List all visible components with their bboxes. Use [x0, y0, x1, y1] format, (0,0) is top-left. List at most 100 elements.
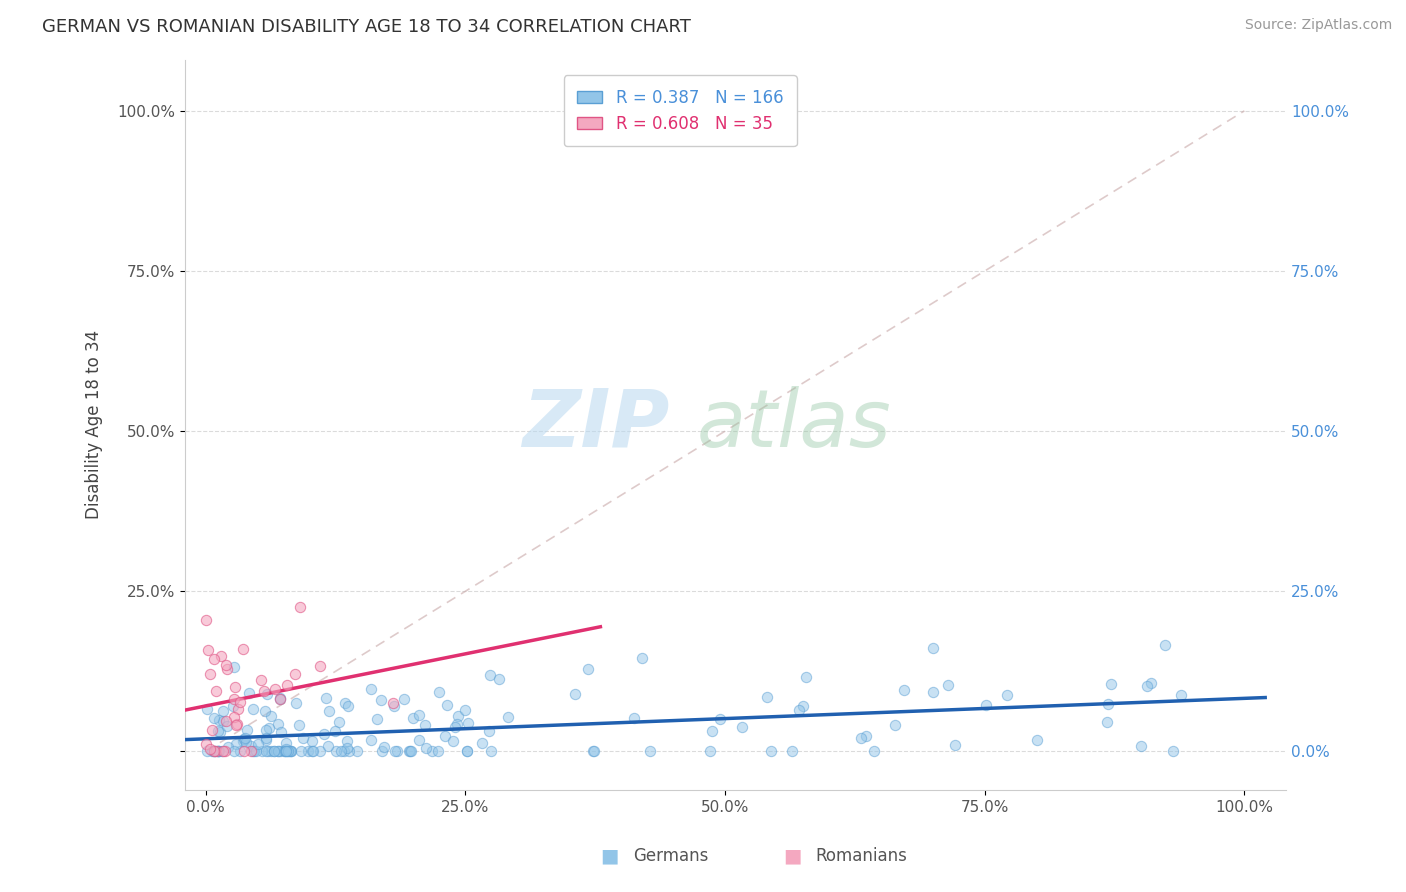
Point	[243, 744, 266, 758]
Point	[222, 659, 245, 673]
Point	[276, 736, 298, 750]
Point	[308, 659, 330, 673]
Text: Germans: Germans	[633, 847, 709, 865]
Point	[267, 744, 290, 758]
Point	[232, 734, 254, 748]
Point	[240, 739, 263, 753]
Point	[228, 701, 250, 715]
Point	[274, 744, 297, 758]
Point	[215, 718, 238, 732]
Point	[224, 710, 246, 724]
Point	[456, 744, 478, 758]
Point	[269, 691, 291, 706]
Point	[638, 744, 661, 758]
Point	[207, 724, 229, 739]
Point	[260, 709, 283, 723]
Point	[337, 698, 360, 713]
Point	[225, 717, 247, 731]
Point	[1025, 733, 1047, 747]
Point	[360, 733, 382, 747]
Point	[309, 744, 332, 758]
Point	[232, 641, 254, 656]
Point	[471, 736, 494, 750]
Point	[217, 739, 239, 754]
Point	[337, 744, 360, 758]
Point	[254, 733, 277, 747]
Point	[330, 744, 353, 758]
Point	[623, 711, 645, 725]
Point	[208, 725, 231, 739]
Point	[284, 667, 307, 681]
Point	[333, 696, 356, 710]
Point	[794, 670, 817, 684]
Point	[224, 680, 246, 694]
Point	[201, 744, 224, 758]
Point	[263, 681, 285, 696]
Point	[204, 744, 226, 758]
Point	[284, 697, 307, 711]
Point	[709, 712, 731, 726]
Point	[267, 744, 290, 758]
Point	[229, 694, 252, 708]
Point	[995, 689, 1018, 703]
Point	[399, 744, 422, 758]
Text: Source: ZipAtlas.com: Source: ZipAtlas.com	[1244, 18, 1392, 32]
Point	[253, 684, 276, 698]
Point	[202, 744, 225, 758]
Point	[235, 731, 257, 745]
Point	[382, 699, 405, 714]
Legend: R = 0.387   N = 166, R = 0.608   N = 35: R = 0.387 N = 166, R = 0.608 N = 35	[564, 75, 797, 146]
Point	[943, 738, 966, 752]
Point	[381, 697, 404, 711]
Point	[314, 727, 336, 741]
Point	[360, 681, 382, 696]
Point	[328, 715, 350, 730]
Point	[273, 744, 295, 758]
Point	[280, 744, 302, 758]
Point	[318, 704, 340, 718]
Point	[242, 701, 264, 715]
Point	[346, 744, 368, 758]
Point	[277, 744, 299, 758]
Point	[408, 732, 430, 747]
Point	[325, 744, 347, 758]
Point	[225, 737, 247, 751]
Point	[436, 698, 458, 713]
Text: atlas: atlas	[697, 385, 891, 464]
Point	[278, 744, 301, 758]
Point	[373, 740, 395, 755]
Point	[207, 744, 229, 758]
Point	[700, 723, 723, 738]
Point	[214, 744, 236, 758]
Point	[222, 691, 245, 706]
Point	[792, 699, 814, 714]
Point	[211, 704, 233, 718]
Point	[202, 651, 225, 665]
Point	[921, 685, 943, 699]
Point	[247, 737, 270, 751]
Point	[699, 744, 721, 758]
Point	[893, 682, 915, 697]
Point	[221, 699, 243, 714]
Point	[250, 744, 273, 758]
Point	[276, 742, 298, 756]
Point	[225, 718, 247, 732]
Text: ■: ■	[783, 847, 801, 866]
Point	[263, 744, 285, 758]
Point	[883, 717, 905, 731]
Point	[198, 667, 221, 681]
Point	[392, 691, 415, 706]
Point	[787, 703, 810, 717]
Point	[240, 744, 263, 758]
Point	[288, 718, 311, 732]
Point	[195, 737, 218, 751]
Point	[215, 714, 238, 728]
Text: GERMAN VS ROMANIAN DISABILITY AGE 18 TO 34 CORRELATION CHART: GERMAN VS ROMANIAN DISABILITY AGE 18 TO …	[42, 18, 692, 36]
Text: ZIP: ZIP	[522, 385, 669, 464]
Point	[441, 734, 464, 748]
Point	[202, 744, 225, 758]
Point	[200, 741, 222, 756]
Point	[427, 684, 450, 698]
Point	[292, 731, 315, 745]
Point	[453, 703, 475, 717]
